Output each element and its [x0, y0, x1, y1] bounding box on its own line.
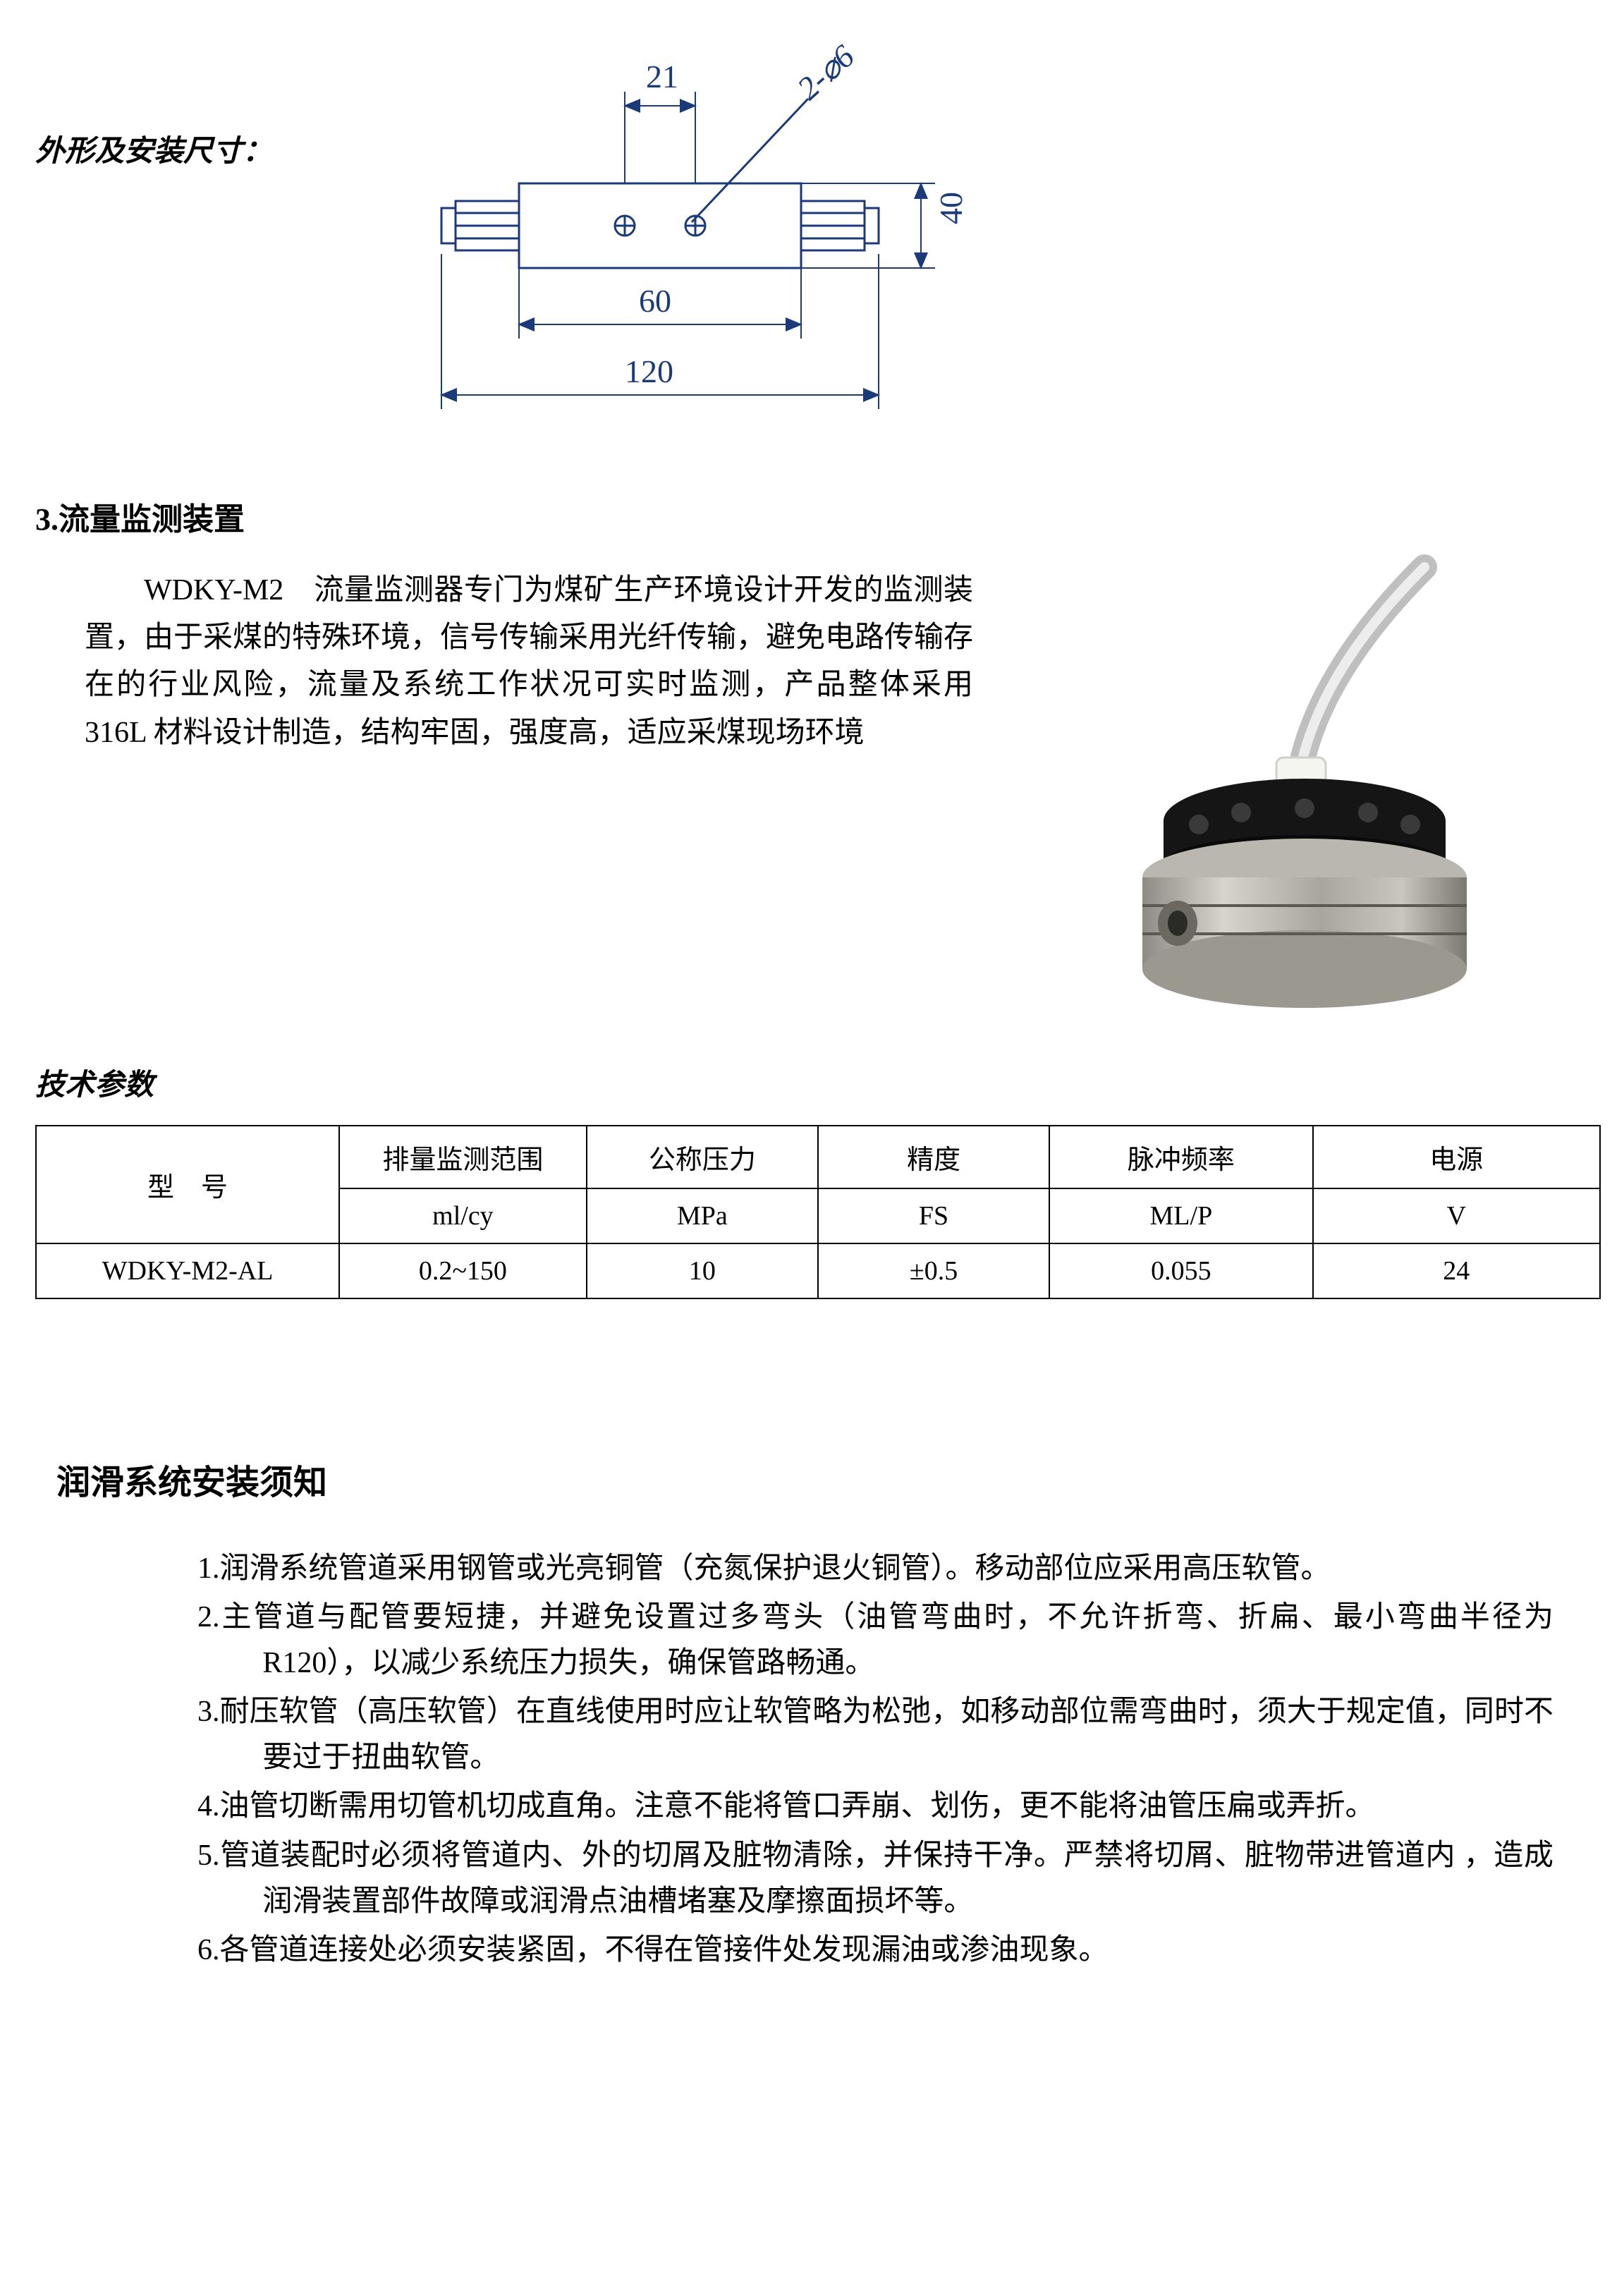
section3-paragraph: WDKY-M2 流量监测器专门为煤矿生产环境设计开发的监测装置，由于采煤的特殊环… — [85, 567, 973, 757]
col-unit-3: ML/P — [1049, 1188, 1312, 1243]
cell-model: WDKY-M2-AL — [36, 1243, 339, 1298]
install-item-1: 1.润滑系统管道采用钢管或光亮铜管（充氮保护退火铜管）。移动部位应采用高压软管。 — [197, 1546, 1553, 1592]
install-item-2: 2.主管道与配管要短捷，并避免设置过多弯头（油管弯曲时，不允许折弯、折扁、最小弯… — [197, 1595, 1553, 1686]
col-header-4: 电源 — [1313, 1126, 1600, 1188]
col-unit-0: ml/cy — [339, 1188, 587, 1243]
col-header-0: 排量监测范围 — [339, 1126, 587, 1188]
dimension-diagram: 21 60 120 40 2-⌀6 — [413, 42, 991, 437]
params-table: 型 号排量监测范围公称压力精度脉冲频率电源 ml/cyMPaFSML/PV WD… — [35, 1125, 1601, 1299]
col-header-3: 脉冲频率 — [1049, 1126, 1312, 1188]
install-item-6: 6.各管道连接处必须安装紧固，不得在管接件处发现漏油或渗油现象。 — [197, 1928, 1553, 1973]
dim-40: 40 — [932, 192, 970, 224]
cell-value-2: ±0.5 — [818, 1243, 1049, 1298]
col-model: 型 号 — [36, 1126, 339, 1243]
cell-value-4: 24 — [1313, 1243, 1600, 1298]
install-item-3: 3.耐压软管（高压软管）在直线使用时应让软管略为松弛，如移动部位需弯曲时，须大于… — [197, 1689, 1553, 1781]
dimensions-title: 外形及安装尺寸： — [35, 127, 272, 170]
dim-120: 120 — [625, 353, 673, 390]
tech-params-title: 技术参数 — [35, 1061, 1596, 1104]
col-unit-2: FS — [818, 1188, 1049, 1243]
col-header-2: 精度 — [818, 1126, 1049, 1188]
col-header-1: 公称压力 — [587, 1126, 818, 1188]
section3-heading: 3.流量监测装置 — [35, 494, 1596, 539]
flow-section: WDKY-M2 流量监测器专门为煤矿生产环境设计开发的监测装置，由于采煤的特殊环… — [28, 567, 1596, 1018]
dim-60: 60 — [639, 282, 671, 320]
install-list: 1.润滑系统管道采用钢管或光亮铜管（充氮保护退火铜管）。移动部位应采用高压软管。… — [197, 1546, 1553, 1973]
install-item-4: 4.油管切断需用切管机切成直角。注意不能将管口弄崩、划伤，更不能将油管压扁或弄折… — [197, 1784, 1553, 1830]
diagram-svg — [413, 42, 991, 437]
cell-value-3: 0.055 — [1049, 1243, 1312, 1298]
col-unit-4: V — [1313, 1188, 1600, 1243]
dimensions-section: 外形及安装尺寸： — [28, 42, 1596, 437]
cell-value-1: 10 — [587, 1243, 818, 1298]
dim-21: 21 — [646, 58, 678, 95]
col-unit-1: MPa — [587, 1188, 818, 1243]
cell-value-0: 0.2~150 — [339, 1243, 587, 1298]
install-item-5: 5.管道装配时必须将管道内、外的切屑及脏物清除，并保持干净。严禁将切屑、脏物带进… — [197, 1833, 1553, 1925]
flow-monitor-photo — [1058, 539, 1551, 1018]
install-title: 润滑系统安装须知 — [56, 1454, 1596, 1504]
